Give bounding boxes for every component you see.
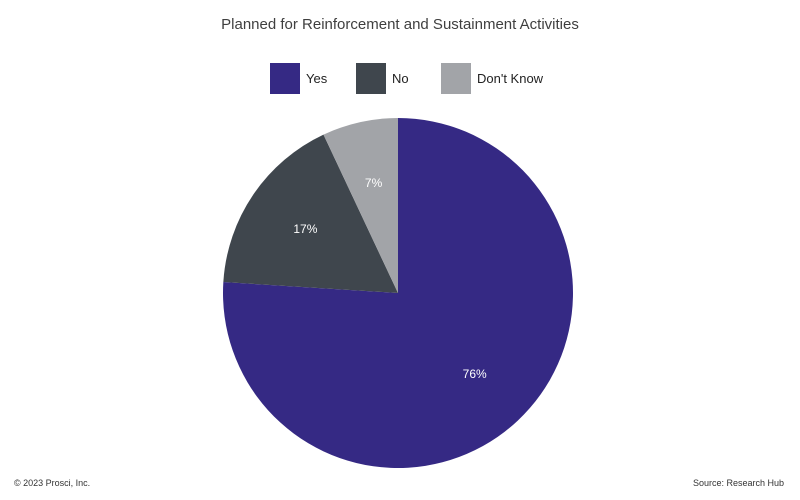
legend-item-dont-know: Don't Know	[441, 62, 543, 94]
pie-slice-no	[223, 134, 398, 293]
source-text: Source: Research Hub	[692, 478, 784, 488]
chart-legend: Yes No Don't Know	[0, 62, 800, 94]
legend-item-no: No	[356, 62, 409, 94]
legend-item-yes: Yes	[270, 62, 327, 94]
legend-label-no: No	[392, 70, 409, 86]
copyright-text: © 2023 Prosci, Inc.	[14, 478, 91, 488]
chart-title: Planned for Reinforcement and Sustainmen…	[221, 16, 579, 33]
slice-label-dont-know: 7%	[365, 176, 383, 190]
legend-label-yes: Yes	[306, 70, 328, 86]
legend-swatch-no	[356, 62, 386, 94]
pie-slice-yes	[222, 118, 573, 468]
legend-label-dont-know: Don't Know	[477, 70, 544, 86]
slice-label-yes: 76%	[463, 367, 487, 381]
pie-slice-dont-know	[323, 118, 398, 293]
slice-label-no: 17%	[293, 222, 317, 236]
legend-swatch-yes	[270, 62, 300, 94]
legend-swatch-dont-know	[441, 62, 471, 94]
